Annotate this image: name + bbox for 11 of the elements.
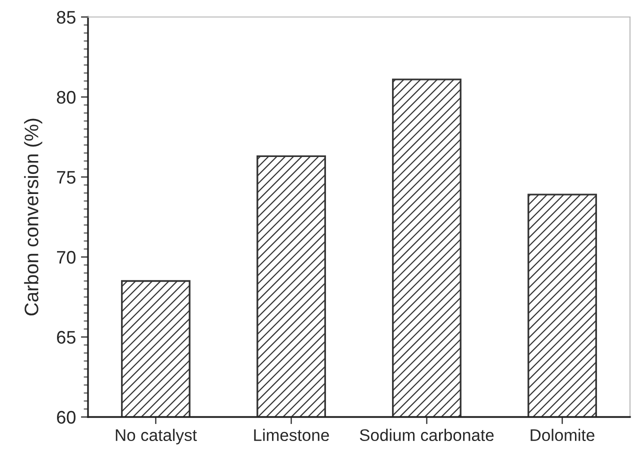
x-tick-label: Sodium carbonate [360, 428, 494, 442]
y-tick-label: 60 [57, 410, 76, 424]
y-tick-label: 85 [56, 10, 76, 24]
x-tick-label: Limestone [254, 428, 329, 442]
x-tick-label: No catalyst [116, 428, 197, 444]
x-tick-label: Dolomite [530, 428, 594, 442]
y-tick-label: 70 [57, 250, 76, 264]
y-axis-title: Carbon conversion (%) [24, 118, 42, 316]
y-tick-label: 65 [57, 330, 76, 344]
y-tick-label: 80 [56, 90, 76, 104]
y-tick-label: 75 [57, 171, 76, 184]
